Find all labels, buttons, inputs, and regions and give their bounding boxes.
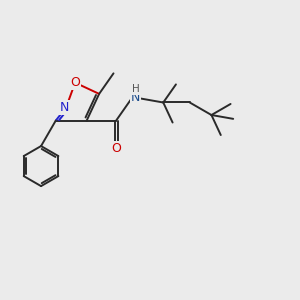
Text: H: H bbox=[132, 84, 140, 94]
Text: N: N bbox=[60, 101, 69, 114]
Text: O: O bbox=[111, 142, 121, 155]
Text: O: O bbox=[70, 76, 80, 89]
Text: N: N bbox=[131, 91, 140, 104]
